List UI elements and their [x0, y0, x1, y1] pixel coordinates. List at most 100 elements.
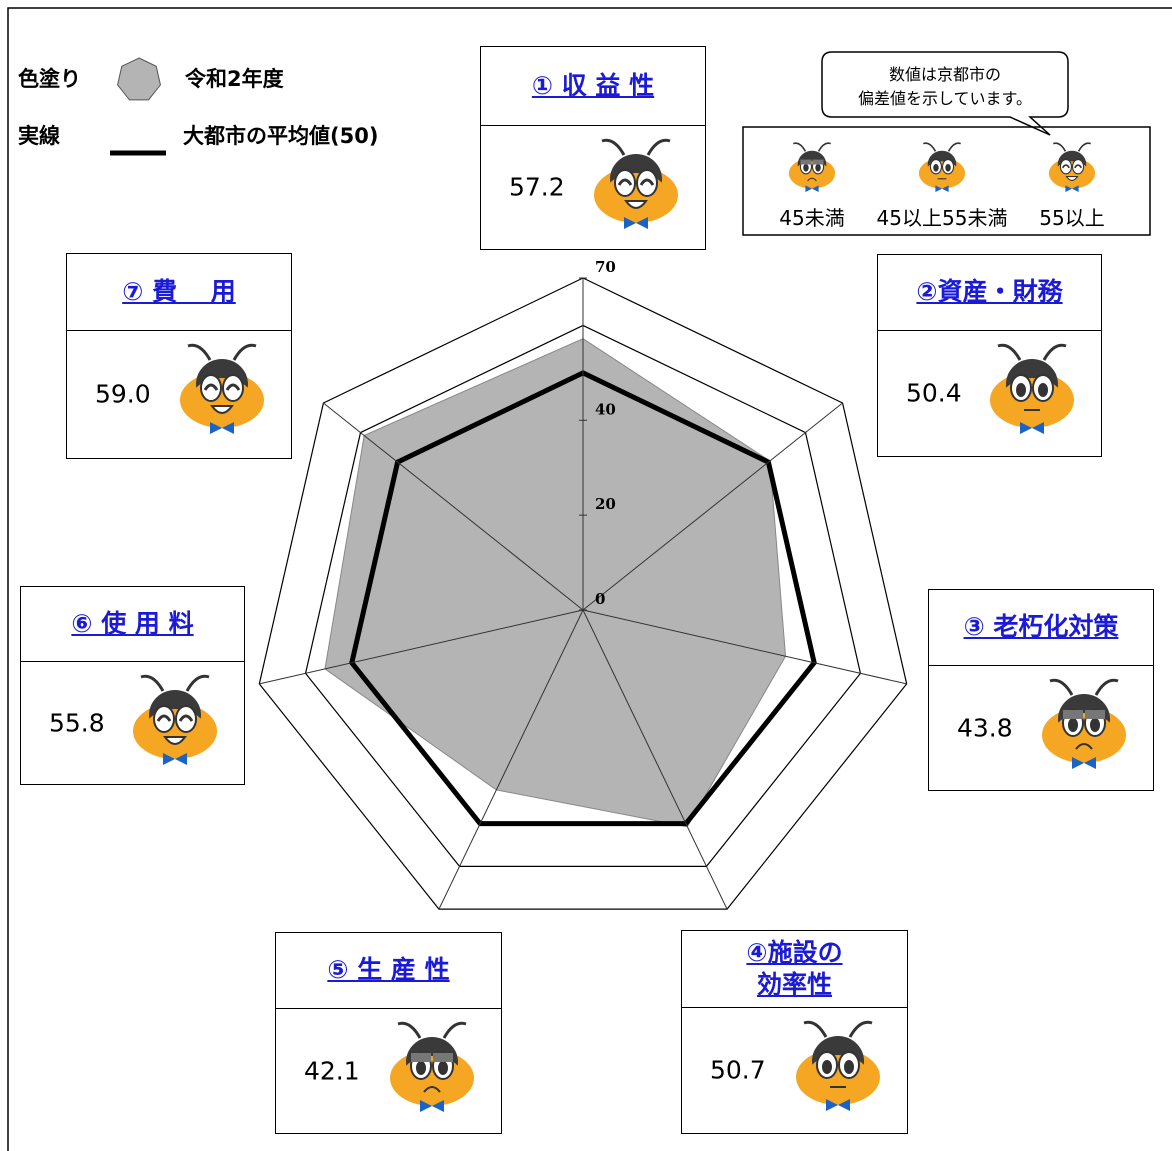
- eyelid: [1063, 710, 1083, 719]
- bow-tie: [805, 185, 819, 192]
- legend-key-label: 色塗り: [18, 67, 81, 91]
- eye: [1072, 158, 1085, 175]
- mouth: [163, 736, 187, 745]
- eye-closed: [178, 714, 194, 722]
- category-box: ②資産・財務 50.4: [877, 254, 1102, 457]
- bow-tie: [624, 217, 648, 229]
- category-title[interactable]: ① 収 益 性: [531, 70, 655, 100]
- tick-label: 0: [595, 590, 605, 608]
- mouth: [210, 405, 234, 414]
- bow-tie: [1020, 422, 1044, 434]
- bow-tie: [1065, 185, 1079, 192]
- bow-tie: [163, 753, 187, 765]
- eyelid: [411, 1053, 431, 1062]
- spoke: [259, 609, 584, 685]
- spoke: [438, 609, 584, 910]
- face-icon-frame: [133, 674, 217, 765]
- face-icon: [133, 674, 217, 765]
- pupil: [1090, 718, 1100, 732]
- eyelid: [800, 159, 812, 165]
- antenna: [803, 1020, 873, 1038]
- category-title[interactable]: ⑤ 生 産 性: [327, 955, 450, 985]
- legend-label: 大都市の平均値(50): [183, 124, 378, 148]
- value-label: 57.2: [509, 172, 565, 202]
- legend-label: 令和2年度: [185, 67, 284, 91]
- category-title[interactable]: ⑥ 使 用 料: [71, 608, 194, 638]
- category-box: ④施設の 効率性 50.7: [681, 930, 908, 1134]
- eye: [175, 705, 197, 733]
- pupil: [1038, 383, 1048, 397]
- antenna: [601, 138, 671, 156]
- ring: [258, 277, 908, 910]
- value-label: 50.4: [906, 378, 962, 408]
- face-icon: [594, 138, 678, 229]
- mouth: [1065, 176, 1079, 181]
- eye: [153, 705, 175, 733]
- face-icon-frame: [1042, 678, 1126, 769]
- eyelid: [1085, 710, 1105, 719]
- category-title[interactable]: ②資産・財務: [916, 277, 1063, 307]
- pupil: [933, 163, 939, 172]
- note-line: 数値は京都市の: [889, 65, 1001, 84]
- pupil: [822, 1060, 832, 1074]
- tick-label: 70: [595, 258, 616, 276]
- antenna: [793, 142, 831, 152]
- category-title[interactable]: ③ 老朽化対策: [963, 612, 1119, 642]
- bow-tie: [826, 1099, 850, 1111]
- eye: [222, 374, 244, 402]
- pupil: [844, 1060, 854, 1074]
- face-icon: [390, 1021, 474, 1112]
- antenna: [140, 674, 210, 692]
- box-body: 55.8: [21, 662, 244, 783]
- category-box: ⑤ 生 産 性 42.1: [275, 932, 502, 1134]
- note-line: 偏差値を示しています。: [858, 89, 1032, 108]
- value-label: 59.0: [95, 379, 151, 409]
- antenna: [187, 343, 257, 361]
- face-icon: [1048, 142, 1096, 192]
- antenna: [923, 142, 961, 152]
- face-icon: [788, 142, 836, 192]
- eye-closed: [203, 383, 219, 391]
- eye: [636, 169, 658, 197]
- category-box: ⑦ 費 用 59.0: [66, 253, 292, 459]
- face-icon-frame: [390, 1021, 474, 1112]
- bow-tie: [1072, 757, 1096, 769]
- eye: [200, 374, 222, 402]
- face-icon-frame: [990, 343, 1074, 434]
- eye: [614, 169, 636, 197]
- face-icon: [1042, 678, 1126, 769]
- box-header: ⑤ 生 産 性: [276, 933, 501, 1009]
- rating-key-label: 45以上55未満: [877, 206, 1008, 230]
- box-body: 57.2: [481, 126, 705, 248]
- pupil: [803, 163, 809, 172]
- speech-bubble: [821, 51, 1069, 136]
- rating-key-label: 55以上: [1039, 206, 1104, 230]
- value-label: 43.8: [957, 713, 1013, 742]
- box-header: ⑥ 使 用 料: [21, 587, 244, 662]
- antenna: [1049, 678, 1119, 696]
- bow-tie: [210, 422, 234, 434]
- spoke: [582, 402, 843, 611]
- spoke: [323, 402, 584, 611]
- mouth: [1075, 743, 1093, 750]
- tick-label: 40: [595, 400, 616, 418]
- box-header: ④施設の 効率性: [682, 931, 907, 1008]
- category-title[interactable]: ⑦ 費 用: [122, 276, 236, 306]
- ring: [304, 324, 862, 867]
- antenna: [997, 343, 1067, 361]
- category-title[interactable]: ④施設の 効率性: [746, 937, 843, 1000]
- mouth: [423, 1086, 441, 1093]
- eye-closed: [639, 178, 655, 186]
- eye-closed: [1074, 164, 1083, 169]
- category-box: ⑥ 使 用 料 55.8: [20, 586, 245, 785]
- legend-swatch: [117, 57, 161, 101]
- face-icon-frame: [796, 1020, 880, 1111]
- key-box: [742, 126, 1151, 236]
- antenna: [1053, 142, 1091, 152]
- area: [324, 338, 787, 828]
- box-header: ②資産・財務: [878, 255, 1101, 331]
- eyelid: [812, 159, 824, 165]
- face-icon: [796, 1020, 880, 1111]
- box-body: 50.4: [878, 331, 1101, 455]
